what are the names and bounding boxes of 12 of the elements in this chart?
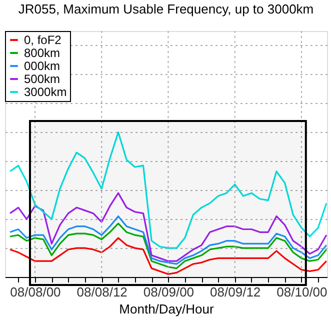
legend-label: 0, foF2 [24, 33, 62, 47]
legend-label: 3000km [24, 85, 67, 99]
x-axis-title: Month/Day/Hour [119, 302, 214, 316]
x-tick-label: 08/09/12 [210, 284, 261, 300]
chart-title: JR055, Maximum Usable Frequency, up to 3000km [18, 2, 314, 16]
legend-label: 500km [24, 72, 60, 86]
x-tick-label: 08/09/00 [143, 284, 194, 300]
legend-label: 000km [24, 59, 60, 73]
x-tick-label: 08/08/12 [76, 284, 128, 300]
x-tick-label: 08/10/00 [276, 284, 328, 300]
legend-label: 800km [24, 46, 60, 60]
x-tick-label: 08/08/00 [10, 284, 61, 300]
